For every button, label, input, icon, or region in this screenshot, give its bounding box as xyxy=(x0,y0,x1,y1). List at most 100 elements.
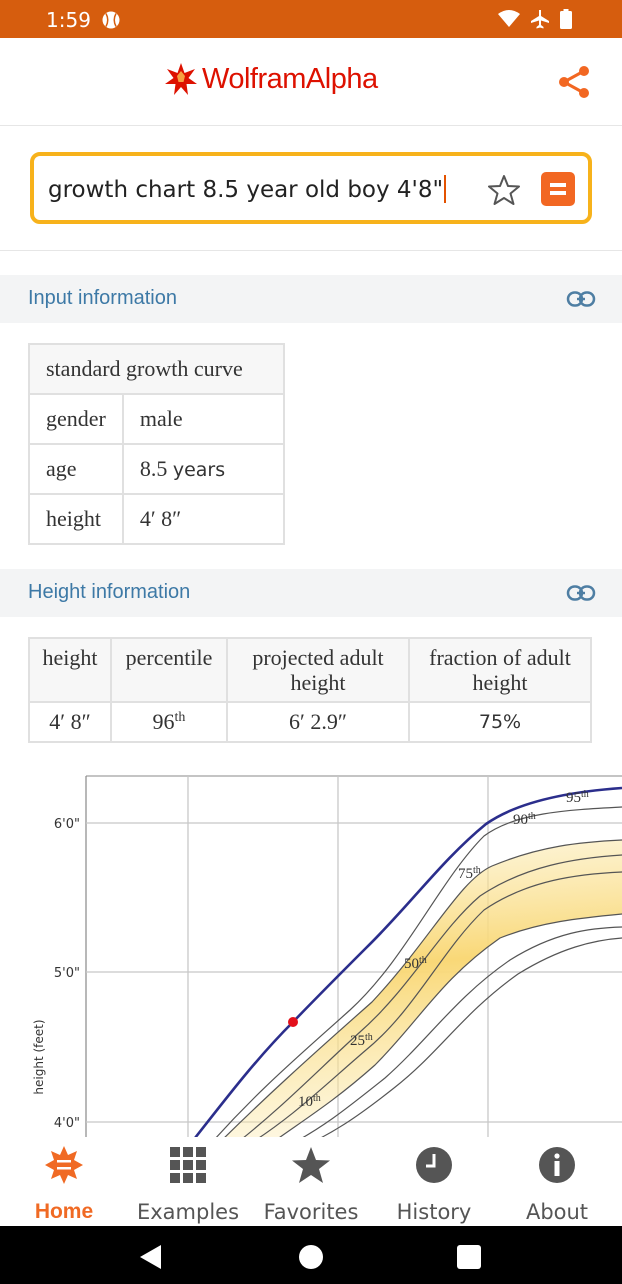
label-suffix: th xyxy=(473,865,481,876)
percentile-labels: 95th 90th 75th 50th 25th 10th xyxy=(298,789,589,1110)
compute-button[interactable] xyxy=(541,172,575,206)
search-query: growth chart 8.5 year old boy 4'8" xyxy=(48,177,444,203)
android-nav-bar xyxy=(0,1226,622,1284)
nav-favorites[interactable]: Favorites xyxy=(249,1137,373,1226)
height-information-table: height percentile projected adult height… xyxy=(28,637,592,743)
nav-examples[interactable]: Examples xyxy=(126,1137,250,1226)
row-label: age xyxy=(28,443,124,495)
table-row: 4′ 8″ 96th 6′ 2.9″ 75% xyxy=(28,701,592,743)
plot-area: 95th 90th 75th 50th 25th 10th xyxy=(193,786,622,1140)
y-tick-label-5ft: 5'0" xyxy=(54,966,80,981)
wifi-icon xyxy=(498,10,520,27)
bottom-nav: Home Examples Favorites History About xyxy=(0,1137,622,1226)
percentile-curve-5 xyxy=(315,937,622,1140)
growth-chart: 6'0" 5'0" 4'0" height (feet) 95th 90th 7… xyxy=(32,775,622,1140)
column-header: percentile xyxy=(110,637,228,703)
airplane-icon xyxy=(531,10,549,29)
star-icon xyxy=(292,1147,330,1183)
label-suffix: th xyxy=(419,955,427,966)
logo-text: WolframAlpha xyxy=(202,62,378,95)
home-icon xyxy=(45,1146,83,1184)
favorite-star-icon[interactable] xyxy=(488,174,520,206)
nav-history[interactable]: History xyxy=(372,1137,496,1226)
baseball-icon xyxy=(102,11,120,29)
nav-label: Examples xyxy=(136,1200,240,1224)
height-information-header: Height information xyxy=(0,569,622,617)
column-header: height xyxy=(28,637,112,703)
pod-title: Height information xyxy=(28,581,191,603)
status-bar: 1:59 xyxy=(0,0,622,38)
wolframalpha-logo: WolframAlpha xyxy=(164,62,378,96)
percentile-curve-75 xyxy=(221,839,622,1140)
home-circle-icon[interactable] xyxy=(298,1244,324,1270)
battery-icon xyxy=(560,9,572,29)
y-tick-label-4ft: 4'0" xyxy=(54,1116,80,1131)
table-row: height 4′ 8″ xyxy=(28,493,285,545)
app-header: WolframAlpha xyxy=(0,38,622,126)
search-input[interactable]: growth chart 8.5 year old boy 4'8" xyxy=(48,175,447,203)
label-suffix: th xyxy=(313,1093,321,1104)
label-number: 10 xyxy=(298,1094,313,1110)
percentile-curve-10 xyxy=(297,926,622,1140)
row-value: 4′ 8″ xyxy=(121,493,285,545)
label-number: 50 xyxy=(404,956,419,972)
link-icon[interactable] xyxy=(566,583,596,603)
wolfram-spikey-icon xyxy=(165,63,197,95)
row-label: height xyxy=(28,493,124,545)
label-number: 95 xyxy=(566,790,581,806)
equals-bar-top xyxy=(550,183,566,187)
status-icons xyxy=(498,9,572,29)
nav-about[interactable]: About xyxy=(495,1137,619,1226)
search-box[interactable]: growth chart 8.5 year old boy 4'8" xyxy=(30,152,592,224)
table-row: standard growth curve xyxy=(28,343,285,395)
percentile-curve-50 xyxy=(239,854,622,1140)
percentile-suffix: th xyxy=(174,710,186,725)
table-header-row: height percentile projected adult height… xyxy=(28,637,592,703)
y-tick-label-6ft: 6'0" xyxy=(54,817,80,832)
label-number: 75 xyxy=(458,866,473,882)
nav-home[interactable]: Home xyxy=(2,1137,126,1226)
pod-title: Input information xyxy=(28,287,177,309)
equals-bar-bottom xyxy=(550,191,566,195)
input-information-header: Input information xyxy=(0,275,622,323)
age-unit: years xyxy=(172,459,226,481)
percentile-label-90: 90th xyxy=(513,811,536,828)
row-value: male xyxy=(121,393,285,445)
projected-height-cell: 6′ 2.9″ xyxy=(226,701,410,743)
status-time: 1:59 xyxy=(46,8,91,32)
fraction-cell: 75% xyxy=(408,701,592,743)
column-header: fraction of adult height xyxy=(408,637,592,703)
percentile-label-50: 50th xyxy=(404,955,427,972)
input-information-table: standard growth curve gender male age 8.… xyxy=(28,343,285,545)
label-number: 90 xyxy=(513,812,528,828)
nav-label: Favorites xyxy=(263,1200,359,1224)
percentile-curves xyxy=(213,806,622,1140)
label-number: 25 xyxy=(350,1033,365,1049)
table-row: gender male xyxy=(28,393,285,445)
percentile-curve-25 xyxy=(274,913,622,1140)
percentile-curve-40 xyxy=(254,871,622,1140)
recents-icon[interactable] xyxy=(457,1245,481,1269)
nav-label: Home xyxy=(34,1200,94,1223)
percentile-band xyxy=(222,840,622,1140)
grid-icon xyxy=(170,1147,206,1183)
row-label: gender xyxy=(28,393,124,445)
info-icon xyxy=(539,1147,575,1183)
percentile-label-75: 75th xyxy=(458,865,481,882)
height-cell: 4′ 8″ xyxy=(28,701,112,743)
table-header-cell: standard growth curve xyxy=(28,343,285,395)
nav-label: History xyxy=(396,1200,472,1224)
age-value: 8.5 xyxy=(139,456,168,481)
label-suffix: th xyxy=(581,789,589,800)
link-icon[interactable] xyxy=(566,289,596,309)
clock-icon xyxy=(416,1147,452,1183)
percentile-cell: 96th xyxy=(110,701,228,743)
nav-label: About xyxy=(525,1200,589,1224)
y-axis-label: height (feet) xyxy=(32,1019,46,1094)
highlight-point xyxy=(288,1017,298,1027)
share-icon[interactable] xyxy=(556,64,592,100)
label-suffix: th xyxy=(528,811,536,822)
back-icon[interactable] xyxy=(139,1244,163,1270)
row-value: 8.5 years xyxy=(121,443,285,495)
column-header: projected adult height xyxy=(226,637,410,703)
